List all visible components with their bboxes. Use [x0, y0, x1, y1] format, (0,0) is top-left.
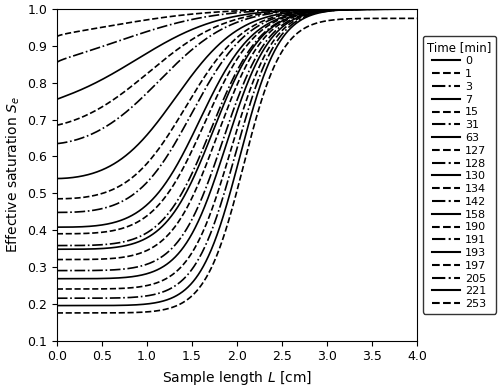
Legend: 0, 1, 3, 7, 15, 31, 63, 127, 128, 130, 134, 142, 158, 190, 191, 193, 197, 205, 2: 0, 1, 3, 7, 15, 31, 63, 127, 128, 130, 1… — [422, 36, 496, 314]
Y-axis label: Effective saturation $S_e$: Effective saturation $S_e$ — [4, 97, 21, 253]
X-axis label: Sample length $L$ [cm]: Sample length $L$ [cm] — [162, 369, 312, 387]
